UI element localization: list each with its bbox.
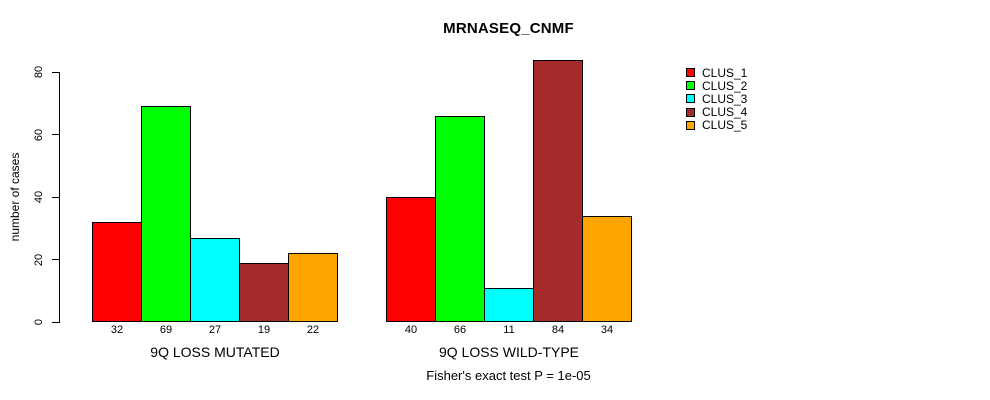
legend: CLUS_1 CLUS_2 CLUS_3 CLUS_4 CLUS_5 [686,66,747,132]
legend-item: CLUS_3 [686,92,747,105]
legend-item: CLUS_1 [686,66,747,79]
bar-value-label: 11 [503,324,515,336]
y-tick-mark [52,196,60,198]
y-tick-mark [52,134,60,135]
bar-9q-loss-mutated-clus_5 [288,253,338,322]
bar-value-label: 22 [306,324,320,336]
y-tick-label: 40 [33,190,45,204]
y-tick-mark [52,71,60,73]
legend-item: CLUS_4 [686,106,747,119]
bar-9q-loss-mutated-clus_4 [239,262,289,322]
y-tick-label: 80 [33,65,45,79]
y-tick-label: 0 [33,318,45,326]
bar-9q-loss-wild-type-clus_2 [435,115,485,322]
legend-label: CLUS_2 [702,78,748,93]
legend-color-swatch-clus_5 [686,120,695,130]
bar-value-label: 27 [208,324,222,336]
legend-color-swatch-clus_1 [686,68,695,78]
y-axis-title: number of cases [8,152,22,242]
bar-value-label: 40 [404,324,418,336]
bar-9q-loss-wild-type-clus_3 [484,287,534,322]
bar-9q-loss-wild-type-clus_1 [386,197,436,322]
legend-item: CLUS_2 [686,79,747,92]
bar-value-label: 69 [159,324,173,336]
legend-item: CLUS_5 [686,119,747,132]
bar-9q-loss-mutated-clus_3 [190,237,240,322]
bar-value-label: 66 [453,324,467,336]
chart-title: MRNASEQ_CNMF [443,20,574,37]
caption: Fisher's exact test P = 1e-05 [426,368,591,383]
legend-color-swatch-clus_4 [686,107,695,117]
bar-9q-loss-mutated-clus_2 [141,106,191,322]
group-label-1: 9Q LOSS MUTATED [150,344,280,360]
legend-label: CLUS_4 [702,105,748,120]
legend-label: CLUS_3 [702,91,748,106]
legend-label: CLUS_5 [702,118,748,133]
legend-color-swatch-clus_2 [686,81,695,91]
legend-color-swatch-clus_3 [686,94,695,104]
bar-value-label: 32 [110,324,124,336]
y-tick-label: 20 [33,253,45,266]
bar-value-label: 84 [551,324,565,336]
bar-value-label: 34 [600,324,614,336]
bar-9q-loss-mutated-clus_1 [92,222,142,322]
bar-9q-loss-wild-type-clus_4 [533,59,583,322]
y-tick-mark [52,259,60,260]
y-tick-mark [52,321,60,323]
bar-9q-loss-wild-type-clus_5 [582,215,632,322]
legend-label: CLUS_1 [702,65,748,80]
y-tick-label: 60 [33,128,45,141]
group-label-2: 9Q LOSS WILD-TYPE [438,344,580,360]
bar-value-label: 19 [257,324,271,336]
y-axis-line [59,72,60,323]
